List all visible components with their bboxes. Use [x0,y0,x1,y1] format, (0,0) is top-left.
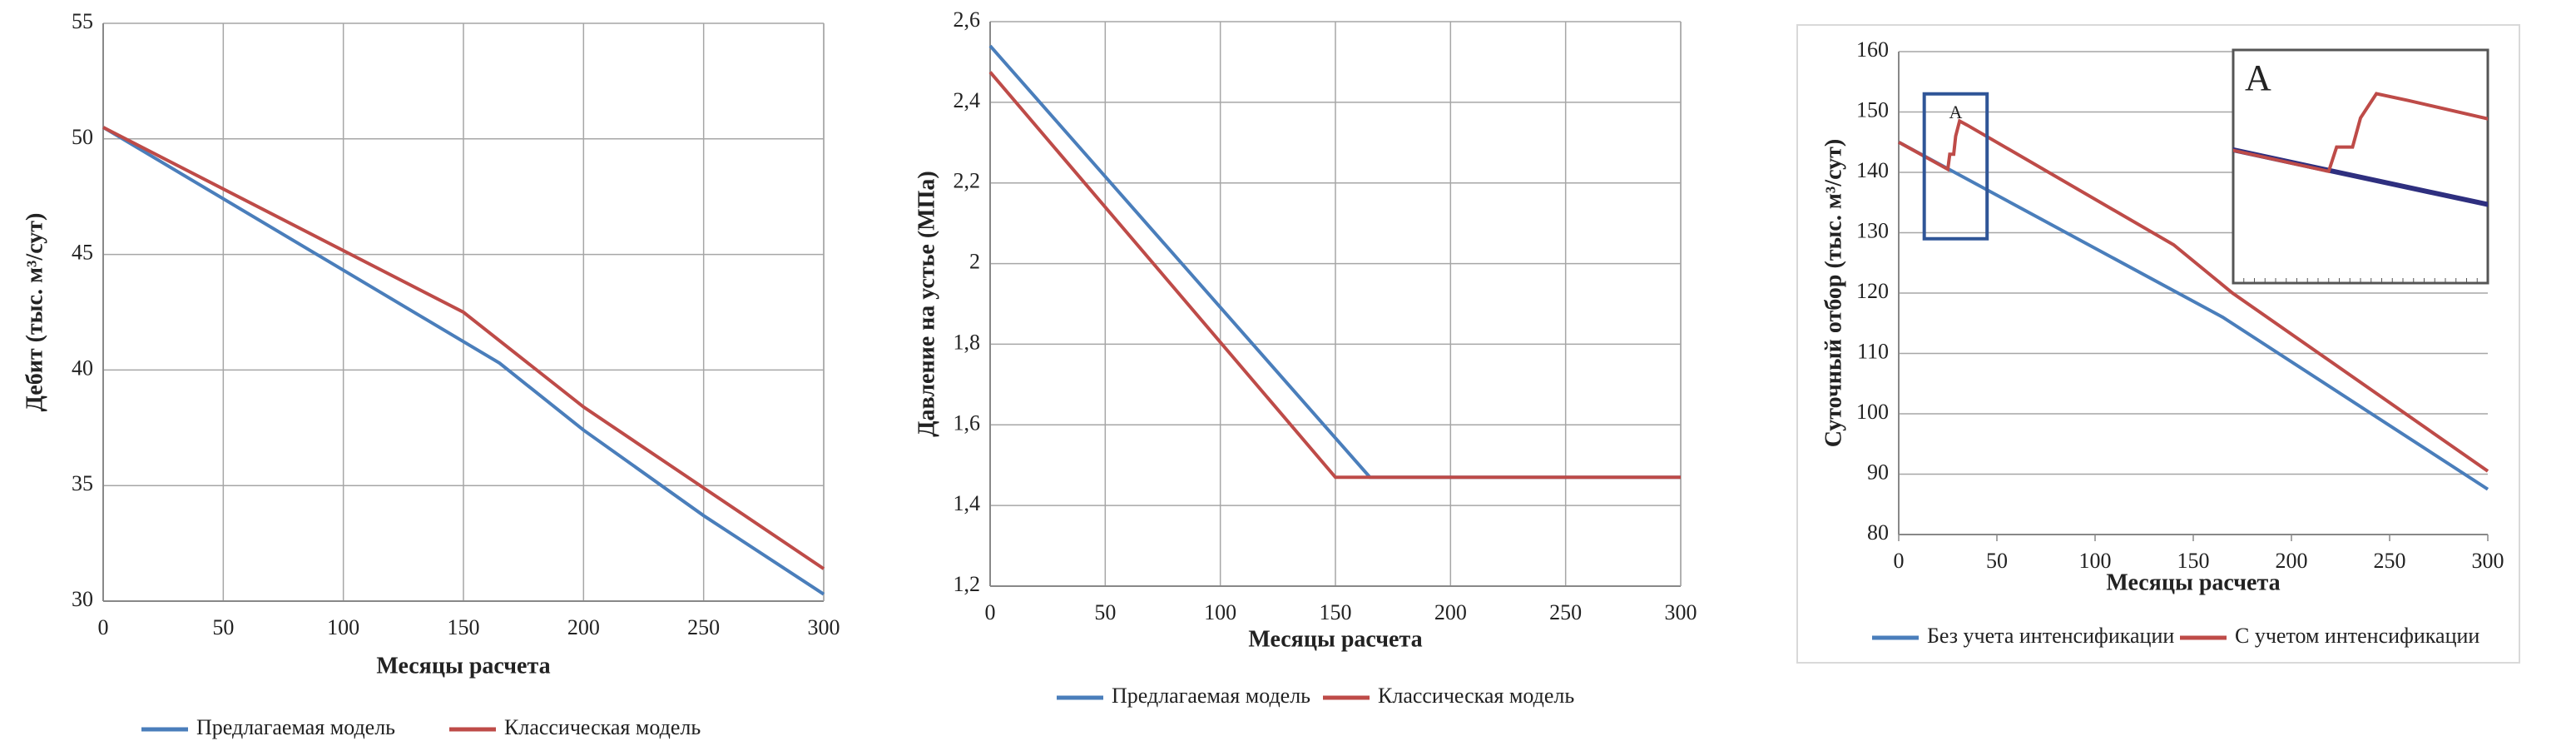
x-tick-label: 100 [327,615,359,639]
series-line [102,126,825,596]
x-tick-label: 150 [1320,600,1352,624]
y-tick-label: 120 [1856,279,1889,303]
x-tick-label: 50 [1094,600,1116,624]
inset-bg [2232,48,2489,285]
y-tick-label: 2,6 [954,7,981,32]
series-line [102,126,825,570]
series-line [988,71,1681,480]
x-tick-label: 300 [808,615,840,639]
x-axis-label: Месяцы расчета [2106,569,2280,595]
series-line [1898,118,2489,473]
chart-frame [1796,24,2520,664]
y-tick-label: 45 [72,241,93,265]
x-tick-label: 0 [98,615,109,639]
y-tick-label: 35 [72,471,93,495]
y-tick-label: 55 [72,9,93,33]
y-tick-label: 80 [1867,520,1889,545]
y-tick-label: 1,2 [954,572,981,596]
x-tick-label: 250 [687,615,720,639]
y-tick-label: 110 [1857,339,1889,363]
x-tick-label: 0 [985,600,996,624]
y-axis-label: Дебит (тыс. м³/сут) [22,213,47,412]
y-tick-label: 50 [72,125,93,149]
y-tick-label: 1,8 [954,330,981,354]
x-axis-label: Месяцы расчета [376,653,550,679]
x-tick-label: 200 [2276,549,2308,573]
inset-label: A [2245,57,2271,98]
x-tick-label: 50 [212,615,234,639]
legend-label: Классическая модель [1378,684,1574,708]
legend-label: С учетом интенсификации [2235,624,2479,648]
x-tick-label: 150 [2177,549,2210,573]
y-tick-label: 2,2 [954,169,981,193]
x-tick-label: 200 [567,615,600,639]
y-tick-label: 100 [1856,400,1889,424]
legend-label: Без учета интенсификации [1927,624,2174,648]
x-tick-label: 100 [1204,600,1236,624]
y-tick-label: 1,6 [954,410,981,435]
y-axis-label: Суточный отбор (тыс. м³/сут) [1821,139,1846,447]
x-tick-label: 250 [1549,600,1582,624]
series-line [1898,140,2489,491]
y-tick-label: 30 [72,587,93,611]
y-tick-label: 90 [1867,460,1889,484]
y-tick-label: 2 [969,250,980,274]
x-tick-label: 50 [1986,549,2008,573]
y-tick-label: 1,4 [954,491,981,515]
y-tick-label: 140 [1856,158,1889,182]
x-tick-label: 150 [448,615,480,639]
inset-line [2233,92,2488,174]
y-tick-label: 130 [1856,218,1889,242]
y-tick-label: 2,4 [954,88,981,112]
x-tick-label: 250 [2374,549,2406,573]
x-tick-label: 100 [2079,549,2112,573]
x-tick-label: 300 [2472,549,2504,573]
x-tick-label: 200 [1434,600,1467,624]
y-tick-label: 160 [1856,37,1889,62]
x-tick-label: 0 [1894,549,1905,573]
zoom-box [1922,92,1989,241]
legend-label: Предлагаемая модель [196,715,395,739]
y-axis-label: Давление на устье (МПа) [914,171,939,436]
legend-label: Классическая модель [504,715,701,739]
y-tick-label: 150 [1856,97,1889,122]
x-tick-label: 300 [1665,600,1697,624]
y-tick-label: 40 [72,356,93,380]
zoom-label: A [1949,102,1962,122]
legend-label: Предлагаемая модель [1112,684,1310,708]
x-axis-label: Месяцы расчета [1248,626,1422,652]
